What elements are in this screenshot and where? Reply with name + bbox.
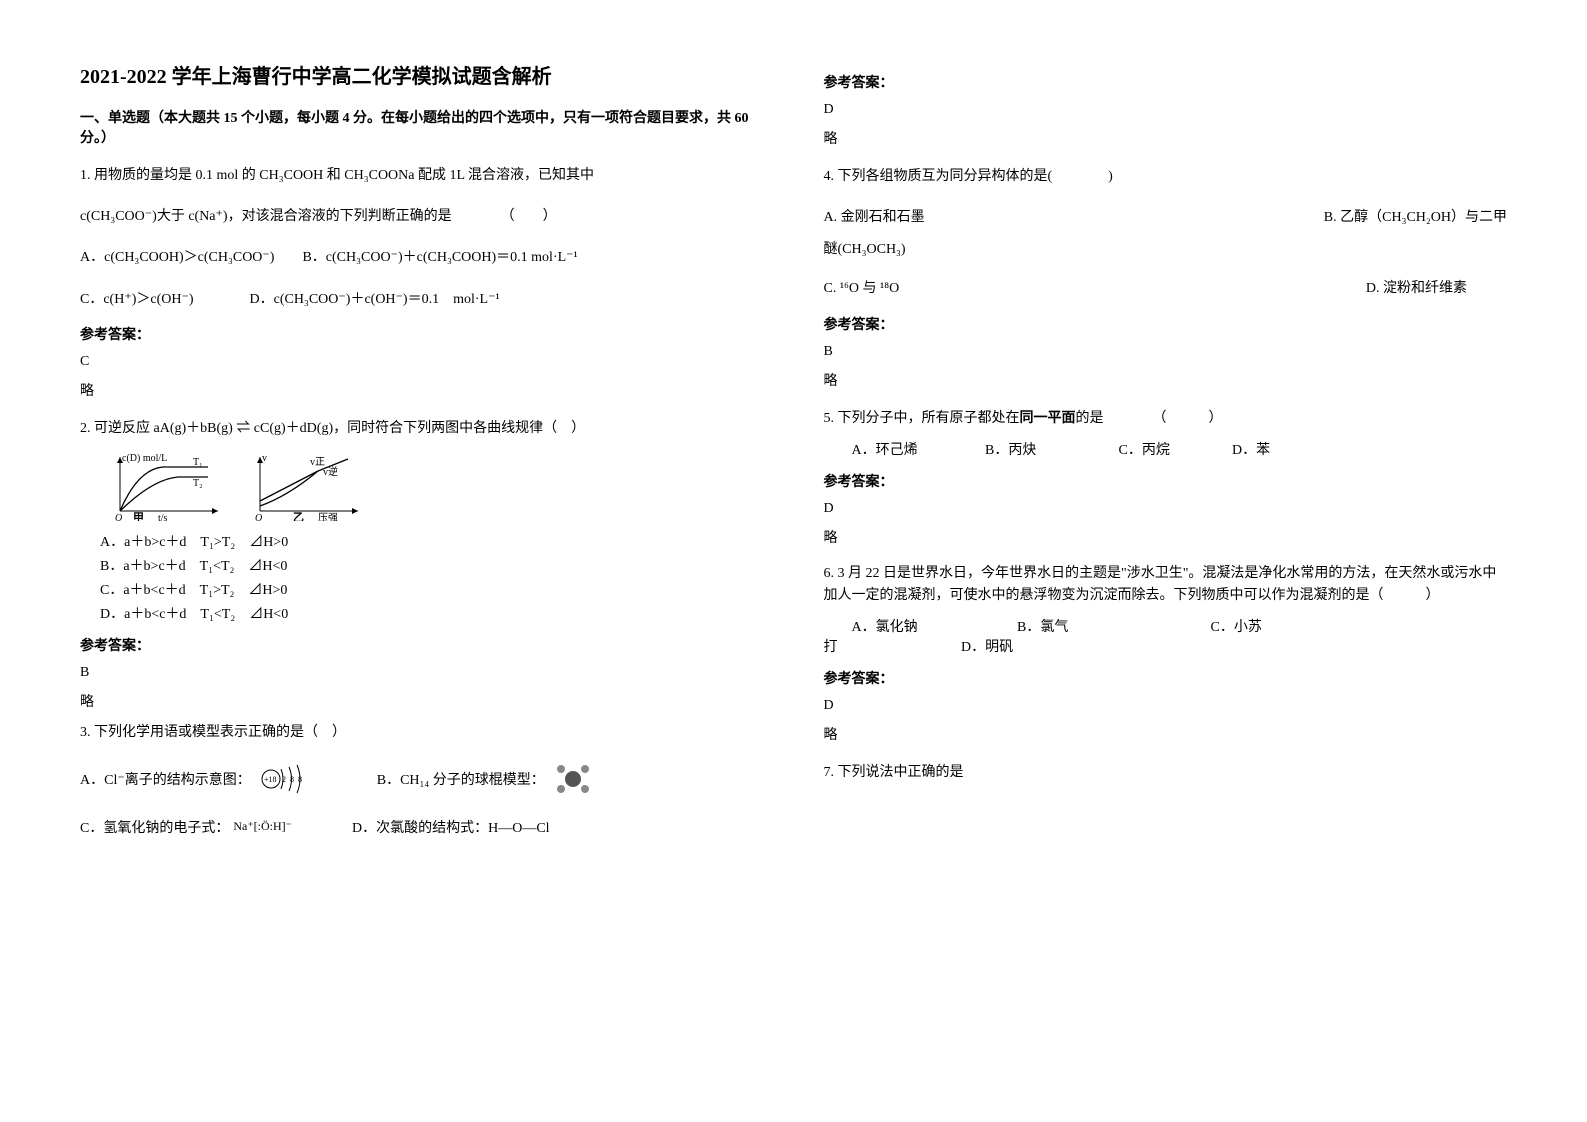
q6-option-c: C．小苏 xyxy=(1211,616,1262,636)
q5-option-b: B．丙炔 xyxy=(985,439,1115,459)
question-6: 6. 3 月 22 日是世界水日，今年世界水日的主题是"涉水卫生"。混凝法是净化… xyxy=(824,563,1508,608)
graph2-caption: 乙 xyxy=(293,511,304,521)
document-title: 2021-2022 学年上海曹行中学高二化学模拟试题含解析 xyxy=(80,60,764,89)
q2-skip: 略 xyxy=(80,691,764,711)
q2-option-c: C．a＋b<c＋d T₁>T₂ ⊿H>0 xyxy=(100,579,764,599)
q4-option-d: D. 淀粉和纤维素 xyxy=(1145,276,1507,301)
question-7: 7. 下列说法中正确的是 xyxy=(824,760,1508,785)
svg-text:2: 2 xyxy=(282,775,286,784)
svg-text:8: 8 xyxy=(298,775,302,784)
svg-text:O: O xyxy=(115,513,122,521)
q5-option-c: C．丙烷 xyxy=(1119,439,1229,459)
question-1: 1. 用物质的量均是 0.1 mol 的 CH₃COOH 和 CH₃COONa … xyxy=(80,163,764,188)
question-2: 2. 可逆反应 aA(g)＋bB(g) ⇌ cC(g)＋dD(g)，同时符合下列… xyxy=(80,416,764,441)
q4-option-b: B. 乙醇（CH₃CH₂OH）与二甲 xyxy=(1165,205,1507,230)
q1-stem-line1: 1. 用物质的量均是 0.1 mol 的 CH₃COOH 和 CH₃COONa … xyxy=(80,163,764,188)
q3-answer-label: 参考答案： xyxy=(824,72,1508,92)
q5-stem-suffix: 的是 （ ） xyxy=(1076,411,1223,426)
q5-answer: D xyxy=(824,501,1508,517)
q4-option-a: A. 金刚石和石墨 xyxy=(824,205,1166,230)
graph1-caption: 甲 xyxy=(133,511,144,521)
svg-text:O: O xyxy=(255,513,262,521)
q3-option-a-wrap: A．Cl⁻离子的结构示意图： +18 2 8 8 xyxy=(80,762,317,796)
q2-option-a: A．a＋b>c＋d T₁>T₂ ⊿H>0 xyxy=(100,531,764,551)
q1-answer-label: 参考答案： xyxy=(80,324,764,344)
graph1-t2: T₂ xyxy=(193,478,203,489)
graph1-t1: T₁ xyxy=(193,457,203,468)
q6-option-c2: 打 xyxy=(824,640,838,655)
q4-answer-label: 参考答案： xyxy=(824,314,1508,334)
q2-graphs: c(D) mol/L T₁ T₂ t/s 甲 O v v正 v逆 压强 乙 xyxy=(100,451,764,521)
q3-option-c-wrap: C．氢氧化钠的电子式： Na⁺[:Ö:H]⁻ xyxy=(80,817,292,837)
q1-skip: 略 xyxy=(80,380,764,400)
q2-answer-label: 参考答案： xyxy=(80,635,764,655)
left-column: 2021-2022 学年上海曹行中学高二化学模拟试题含解析 一、单选题（本大题共… xyxy=(80,60,764,837)
graph2-x-label: 压强 xyxy=(318,512,338,521)
q1-option-cd: C．c(H⁺)＞c(OH⁻) D．c(CH₃COO⁻)＋c(OH⁻)＝0.1 m… xyxy=(80,287,764,312)
graph1-y-label: c(D) mol/L xyxy=(122,453,167,464)
q5-stem-prefix: 5. 下列分子中，所有原子都处在 xyxy=(824,411,1020,426)
q6-answer: D xyxy=(824,698,1508,714)
q4-option-c: C. ¹⁶O 与 ¹⁸O xyxy=(824,276,1146,301)
ball-stick-icon xyxy=(553,761,593,797)
q5-option-a: A．环己烯 xyxy=(852,439,982,459)
q6-skip: 略 xyxy=(824,724,1508,744)
graph1-x-label: t/s xyxy=(158,513,168,521)
q6-option-a: A．氯化钠 xyxy=(824,616,1014,636)
q4-skip: 略 xyxy=(824,370,1508,390)
q5-answer-label: 参考答案： xyxy=(824,471,1508,491)
q3-option-c-formula: Na⁺[:Ö:H]⁻ xyxy=(233,819,292,834)
question-3: 3. 下列化学用语或模型表示正确的是（ ） xyxy=(80,721,764,741)
q4-answer: B xyxy=(824,344,1508,360)
q3-option-a: A．Cl⁻离子的结构示意图： xyxy=(80,769,251,789)
q3-answer: D xyxy=(824,102,1508,118)
q3-option-c: C．氢氧化钠的电子式： xyxy=(80,817,229,837)
q2-option-b: B．a＋b>c＋d T₁<T₂ ⊿H<0 xyxy=(100,555,764,575)
svg-text:+18: +18 xyxy=(264,775,277,784)
q1-stem-line2: c(CH₃COO⁻)大于 c(Na⁺)，对该混合溶液的下列判断正确的是 （ ） xyxy=(80,204,764,229)
q5-bold: 同一平面 xyxy=(1020,411,1076,426)
q1-option-ab: A．c(CH₃COOH)＞c(CH₃COO⁻) B．c(CH₃COO⁻)＋c(C… xyxy=(80,245,764,270)
q1-answer: C xyxy=(80,354,764,370)
question-4: 4. 下列各组物质互为同分异构体的是( ) xyxy=(824,164,1508,189)
q6-option-d: D．明矾 xyxy=(961,636,1013,656)
q4-option-b2: 醚(CH₃OCH₃) xyxy=(824,238,1508,258)
section-header: 一、单选题（本大题共 15 个小题，每小题 4 分。在每小题给出的四个选项中，只… xyxy=(80,107,764,147)
graph-2-icon: v v正 v逆 压强 乙 O xyxy=(248,451,368,521)
q3-option-d-wrap: D．次氯酸的结构式：H—O—Cl xyxy=(352,817,550,837)
right-column: 参考答案： D 略 4. 下列各组物质互为同分异构体的是( ) A. 金刚石和石… xyxy=(824,60,1508,837)
q5-option-d: D．苯 xyxy=(1232,439,1270,459)
q3-skip: 略 xyxy=(824,128,1508,148)
q2-option-d: D．a＋b<c＋d T₁<T₂ ⊿H<0 xyxy=(100,603,764,623)
q6-answer-label: 参考答案： xyxy=(824,668,1508,688)
graph2-v2: v逆 xyxy=(323,465,338,478)
question-5: 5. 下列分子中，所有原子都处在同一平面的是 （ ） xyxy=(824,406,1508,431)
atom-diagram-icon: +18 2 8 8 xyxy=(259,762,309,796)
q3-option-b-wrap: B．CH₁₄ 分子的球棍模型： xyxy=(377,761,601,797)
q6-option-b: B．氯气 xyxy=(1017,616,1207,636)
svg-text:8: 8 xyxy=(290,775,294,784)
graph2-y-label: v xyxy=(262,453,267,464)
q3-option-d: D．次氯酸的结构式：H—O—Cl xyxy=(352,817,550,837)
q5-skip: 略 xyxy=(824,527,1508,547)
q2-answer: B xyxy=(80,665,764,681)
graph-1-icon: c(D) mol/L T₁ T₂ t/s 甲 O xyxy=(108,451,228,521)
q3-option-b: B．CH₁₄ 分子的球棍模型： xyxy=(377,769,545,789)
